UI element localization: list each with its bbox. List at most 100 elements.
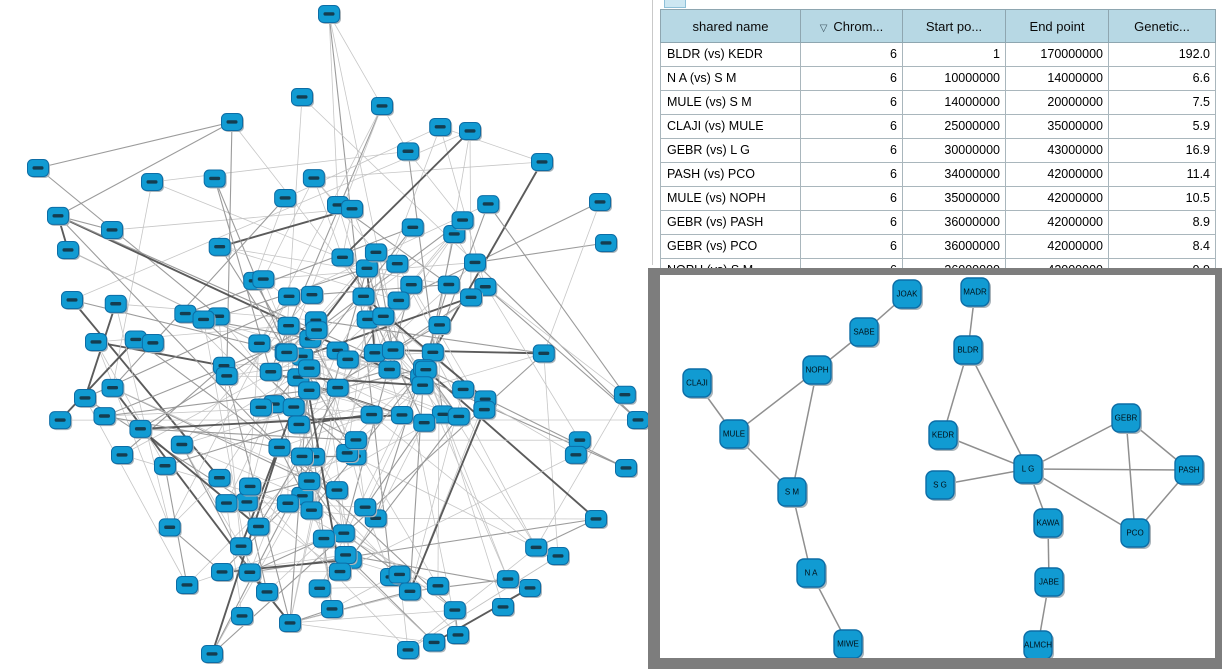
network-node[interactable] [531, 153, 555, 173]
network-node[interactable] [496, 570, 520, 590]
network-node[interactable] [275, 343, 299, 363]
network-node-claji[interactable]: CLAJI [682, 368, 713, 399]
network-node[interactable] [141, 333, 165, 353]
network-node-noph[interactable]: NOPH [802, 355, 833, 386]
network-node[interactable] [589, 193, 613, 213]
network-node[interactable] [249, 398, 273, 418]
network-node[interactable] [231, 607, 255, 627]
network-node[interactable] [208, 237, 232, 257]
network-node[interactable] [423, 633, 447, 653]
network-node[interactable] [355, 259, 379, 279]
network-node[interactable] [400, 275, 424, 295]
network-node[interactable] [397, 641, 421, 661]
table-row[interactable]: MULE (vs) NOPH 6 35000000 42000000 10.5 [660, 186, 1216, 211]
network-edge[interactable] [1125, 417, 1136, 534]
table-row[interactable]: GEBR (vs) L G 6 30000000 43000000 16.9 [660, 138, 1216, 163]
network-node[interactable] [414, 360, 438, 380]
network-edge[interactable] [791, 369, 818, 493]
overview-network-canvas[interactable] [0, 0, 648, 669]
network-node[interactable] [277, 316, 301, 336]
network-node[interactable] [279, 614, 303, 634]
panel-splitter[interactable] [652, 0, 653, 265]
network-node[interactable] [397, 142, 421, 162]
network-node[interactable] [344, 431, 368, 451]
network-node[interactable] [276, 494, 300, 514]
network-node[interactable] [201, 645, 225, 665]
network-node[interactable] [411, 376, 435, 396]
network-node[interactable] [208, 468, 232, 488]
network-edge[interactable] [967, 349, 1029, 470]
network-node[interactable] [332, 524, 356, 544]
network-node-miwe[interactable]: MIWE [833, 629, 864, 658]
network-node[interactable] [247, 517, 271, 537]
table-row[interactable]: PASH (vs) PCO 6 34000000 42000000 11.4 [660, 162, 1216, 187]
network-node[interactable] [352, 287, 376, 307]
network-node-joak[interactable]: JOAK [892, 279, 923, 310]
network-node[interactable] [129, 419, 153, 439]
network-node[interactable] [176, 576, 200, 596]
network-node-madr[interactable]: MADR [960, 277, 991, 308]
network-node[interactable] [371, 97, 395, 117]
network-node[interactable] [386, 254, 410, 274]
network-node[interactable] [57, 241, 81, 261]
column-header-genetic[interactable]: Genetic... [1108, 9, 1216, 43]
network-node[interactable] [111, 446, 135, 466]
network-edge[interactable] [1027, 417, 1127, 470]
network-node[interactable] [364, 243, 388, 263]
network-node[interactable] [298, 381, 322, 401]
network-node[interactable] [473, 400, 497, 420]
network-node-sabe[interactable]: SABE [849, 317, 880, 348]
network-node[interactable] [378, 360, 402, 380]
network-node[interactable] [74, 389, 98, 409]
network-node[interactable] [447, 407, 471, 427]
table-row[interactable]: CLAJI (vs) MULE 6 25000000 35000000 5.9 [660, 114, 1216, 139]
network-node-pco[interactable]: PCO [1120, 518, 1151, 549]
network-node[interactable] [387, 291, 411, 311]
network-node[interactable] [291, 88, 315, 108]
column-header-start-po[interactable]: Start po... [902, 9, 1006, 43]
network-node[interactable] [101, 221, 125, 241]
network-node-kawa[interactable]: KAWA [1033, 508, 1064, 539]
network-node[interactable] [525, 538, 549, 558]
network-node[interactable] [308, 579, 332, 599]
network-node[interactable] [274, 189, 298, 209]
network-node[interactable] [235, 493, 259, 513]
network-node[interactable] [85, 333, 109, 353]
network-node[interactable] [61, 291, 85, 311]
network-node[interactable] [459, 122, 483, 142]
network-node[interactable] [230, 537, 254, 557]
network-node[interactable] [390, 406, 414, 426]
network-node[interactable] [426, 576, 450, 596]
network-node[interactable] [300, 501, 324, 521]
network-node[interactable] [282, 398, 306, 418]
network-node[interactable] [363, 343, 387, 363]
table-row[interactable]: GEBR (vs) PCO 6 36000000 42000000 8.4 [660, 234, 1216, 259]
network-node[interactable] [238, 563, 262, 583]
network-node[interactable] [627, 411, 649, 431]
network-node[interactable] [290, 447, 314, 467]
network-node[interactable] [564, 445, 588, 465]
network-node[interactable] [452, 380, 476, 400]
network-node[interactable] [259, 362, 283, 382]
network-node[interactable] [447, 626, 471, 646]
network-node[interactable] [595, 234, 619, 254]
network-node[interactable] [298, 359, 322, 379]
network-node[interactable] [93, 407, 117, 427]
network-node[interactable] [372, 307, 396, 327]
network-node-almch[interactable]: ALMCH [1023, 630, 1054, 658]
network-node[interactable] [318, 5, 342, 25]
network-node[interactable] [443, 601, 467, 621]
network-node[interactable] [211, 563, 235, 583]
network-node[interactable] [302, 169, 326, 189]
network-node[interactable] [326, 378, 350, 398]
network-node[interactable] [325, 481, 349, 501]
network-node[interactable] [47, 206, 71, 226]
network-node-pash[interactable]: PASH [1174, 455, 1205, 486]
network-node-jabe[interactable]: JABE [1034, 567, 1065, 598]
table-row[interactable]: BLDR (vs) KEDR 6 1 170000000 192.0 [660, 42, 1216, 67]
network-node[interactable] [104, 294, 128, 314]
table-row[interactable]: N A (vs) S M 6 10000000 14000000 6.6 [660, 66, 1216, 91]
network-node[interactable] [331, 248, 355, 268]
network-node[interactable] [492, 598, 516, 618]
network-node[interactable] [158, 518, 182, 538]
